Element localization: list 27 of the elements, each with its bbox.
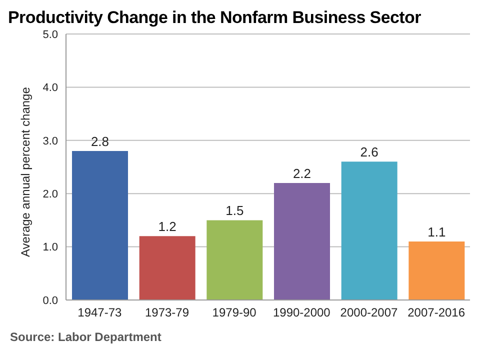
bar [341,162,398,300]
x-tick-label: 1973-79 [144,306,190,320]
data-label: 1.2 [158,219,176,234]
y-tick-label: 3.0 [42,135,58,148]
source-note: Source: Labor Department [9,330,162,344]
data-label: 1.1 [428,224,446,240]
x-tick-label: 1990-2000 [272,306,331,320]
x-tick-label: 2007-2016 [408,306,466,320]
chart-title: Productivity Change in the Nonfarm Business Sector [8,8,422,28]
y-tick-label: 2.0 [42,188,58,201]
x-tick-label: 1947-73 [78,306,122,320]
y-tick-label: 4.0 [42,82,58,94]
bar [72,151,128,300]
x-tick-label: 1979-90 [212,306,257,320]
data-label: 1.5 [226,203,244,218]
x-tick-label: 2000-2007 [340,306,398,320]
y-tick-label: 5.0 [42,28,58,41]
bar [206,220,263,300]
data-label: 2.2 [292,166,312,181]
y-tick-label: 0.0 [42,294,58,307]
bar [408,241,465,300]
data-label: 2.6 [360,144,378,160]
bar [274,182,330,300]
y-tick-label: 1.0 [42,242,58,254]
y-axis-title: Average annual percent change [18,86,32,257]
bar [139,236,196,300]
data-label: 2.8 [90,134,110,150]
